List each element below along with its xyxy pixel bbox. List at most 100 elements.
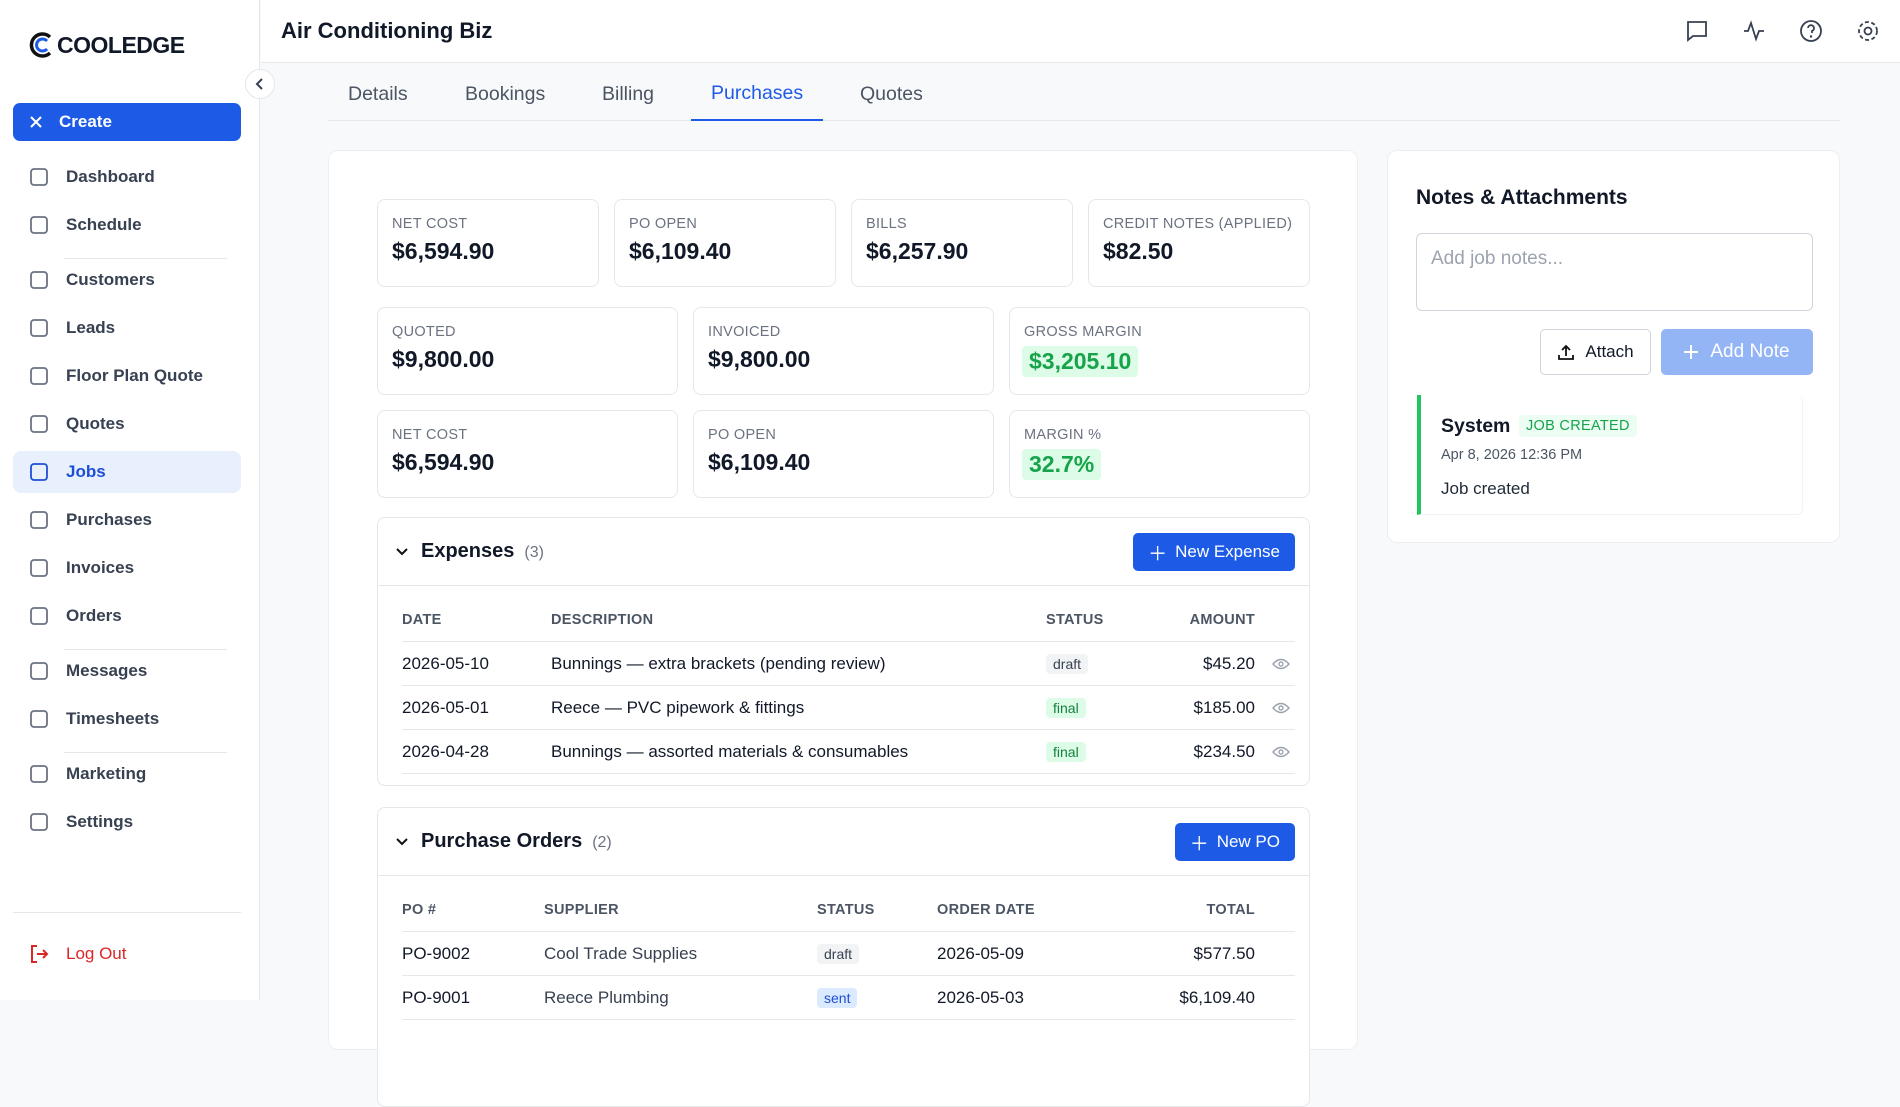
- nav-item[interactable]: Purchases: [13, 499, 241, 541]
- nav-item[interactable]: Invoices: [13, 547, 241, 589]
- stat-label: QUOTED: [392, 324, 456, 340]
- close-icon: [30, 116, 42, 128]
- stat-card: NET COST $6,594.90: [377, 410, 678, 498]
- stat-label: CREDIT NOTES (APPLIED): [1103, 216, 1293, 232]
- nav-icon: [30, 710, 48, 728]
- button-label: New PO: [1216, 832, 1280, 851]
- cell: $6,109.40: [1179, 988, 1255, 1007]
- sidebar: COOLEDGE Create Dashboard Schedule Custome…: [0, 0, 260, 1000]
- notes-card: Notes & Attachments Add job notes... Att…: [1387, 150, 1840, 543]
- tab-label: Details: [348, 83, 408, 105]
- cell: final: [1046, 730, 1086, 774]
- stat-card: INVOICED $9,800.00: [693, 307, 994, 395]
- stat-label: NET COST: [392, 427, 468, 443]
- nav-icon: [30, 216, 48, 234]
- column-header: ORDER DATE: [937, 902, 1035, 918]
- section-button[interactable]: ＋ New PO: [1174, 823, 1295, 861]
- note-text: Job created: [1441, 479, 1530, 498]
- nav-icon: [30, 168, 48, 186]
- cell: sent: [817, 976, 858, 1020]
- chevron-icon[interactable]: [395, 547, 409, 557]
- activity-icon[interactable]: [1742, 19, 1766, 43]
- nav-item[interactable]: Marketing: [13, 753, 241, 795]
- column-header: DESCRIPTION: [551, 612, 654, 628]
- nav-item[interactable]: Leads: [13, 307, 241, 349]
- view-icon[interactable]: [1272, 702, 1290, 714]
- note-author: System: [1441, 415, 1511, 437]
- table-row[interactable]: PO-9002 Cool Trade Supplies draft 2026-05-0…: [402, 932, 1295, 976]
- tab[interactable]: Quotes: [840, 68, 943, 121]
- nav-item[interactable]: Settings: [13, 801, 241, 843]
- stat-label: INVOICED: [708, 324, 781, 340]
- nav-item[interactable]: Messages: [13, 650, 241, 692]
- upload-icon: [1558, 344, 1575, 360]
- plus: ＋: [1148, 543, 1168, 565]
- section-name: Expenses: [421, 540, 515, 562]
- add-note-button[interactable]: Add Note: [1661, 329, 1813, 375]
- stat-card: CREDIT NOTES (APPLIED) $82.50: [1088, 199, 1310, 287]
- table-row[interactable]: 2026-05-10 Bunnings — extra brackets (pen…: [402, 642, 1295, 686]
- chevron-icon[interactable]: [395, 837, 409, 847]
- section-button[interactable]: ＋ New Expense: [1133, 533, 1295, 571]
- cell: final: [1046, 686, 1086, 730]
- create-button[interactable]: Create: [13, 103, 241, 141]
- nav-icon: [30, 271, 48, 289]
- cell: PO-9002: [402, 944, 471, 963]
- stat-card: BILLS $6,257.90: [851, 199, 1073, 287]
- nav-icon: [30, 319, 48, 337]
- settings-icon[interactable]: [1856, 19, 1880, 43]
- note-entry: System JOB CREATED Apr 8, 2026 12:36 PM Job…: [1417, 395, 1803, 515]
- nav-item[interactable]: Orders: [13, 595, 241, 637]
- nav-item[interactable]: Customers: [13, 259, 241, 301]
- header: Air Conditioning Biz: [261, 0, 1900, 63]
- nav-item[interactable]: Schedule: [13, 204, 241, 246]
- help-icon[interactable]: [1799, 19, 1823, 43]
- table-row[interactable]: PO-9001 Reece Plumbing sent 2026-05-03 $6,10…: [402, 976, 1295, 1020]
- nav-icon: [30, 765, 48, 783]
- nav-label: Floor Plan Quote: [66, 366, 203, 385]
- column-header: DATE: [402, 612, 442, 628]
- chat-icon[interactable]: [1685, 19, 1709, 43]
- stat-value: $6,109.40: [629, 238, 732, 264]
- stat-value: $6,257.90: [866, 238, 969, 264]
- main: Air Conditioning Biz Details Bookings Bill…: [261, 0, 1900, 1107]
- cell: $185.00: [1193, 698, 1255, 717]
- nav-label: Messages: [66, 661, 148, 680]
- stat-row: NET COST $6,594.90 PO OPEN $6,109.40 BILLS $6…: [377, 199, 1310, 287]
- create-label: Create: [59, 112, 112, 131]
- tab[interactable]: Details: [328, 68, 428, 121]
- attach-button[interactable]: Attach: [1540, 329, 1651, 375]
- stat-row: QUOTED $9,800.00 INVOICED $9,800.00 GROSS MA…: [377, 307, 1310, 395]
- nav-item[interactable]: Dashboard: [13, 156, 241, 198]
- stat-value: $9,800.00: [708, 346, 811, 372]
- status-badge: sent: [817, 988, 858, 1008]
- view-icon[interactable]: [1272, 658, 1290, 670]
- nav-icon: [30, 511, 48, 529]
- tab[interactable]: Purchases: [691, 68, 824, 121]
- nav-item[interactable]: Floor Plan Quote: [13, 355, 241, 397]
- table-header: PO # SUPPLIER STATUS ORDER DATE TOTAL: [402, 888, 1295, 932]
- cell: Cool Trade Supplies: [544, 944, 698, 963]
- tab[interactable]: Billing: [582, 68, 674, 121]
- view-icon[interactable]: [1272, 746, 1290, 758]
- stat-label: BILLS: [866, 216, 907, 232]
- nav-label: Leads: [66, 318, 116, 337]
- table-row[interactable]: 2026-05-01 Reece — PVC pipework & fitting…: [402, 686, 1295, 730]
- tab[interactable]: Bookings: [445, 68, 565, 121]
- nav-item[interactable]: Quotes: [13, 403, 241, 445]
- nav-label: Marketing: [66, 764, 147, 783]
- note-badge: JOB CREATED: [1519, 415, 1637, 437]
- stat-card: MARGIN % 32.7%: [1009, 410, 1310, 498]
- logout[interactable]: Log Out: [13, 933, 241, 975]
- table-row[interactable]: 2026-04-28 Bunnings — assorted materials …: [402, 730, 1295, 774]
- column-header: TOTAL: [1206, 902, 1255, 918]
- section-title: Purchase Orders (2): [421, 830, 612, 853]
- nav-item[interactable]: Jobs: [13, 451, 241, 493]
- cell: 2026-05-01: [402, 698, 489, 717]
- collapse-button[interactable]: [245, 69, 275, 99]
- stat-value: $6,109.40: [708, 449, 811, 475]
- column-header: PO #: [402, 902, 437, 918]
- notes-input[interactable]: Add job notes...: [1416, 233, 1813, 311]
- nav-item[interactable]: Timesheets: [13, 698, 241, 740]
- column-header: AMOUNT: [1189, 612, 1255, 628]
